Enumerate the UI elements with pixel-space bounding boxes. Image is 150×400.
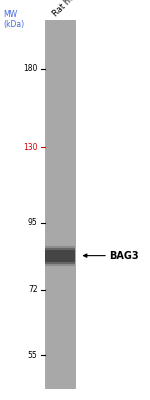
Text: Rat heart: Rat heart bbox=[51, 0, 85, 18]
Text: 95: 95 bbox=[28, 218, 38, 228]
Text: 130: 130 bbox=[23, 143, 38, 152]
Text: BAG3: BAG3 bbox=[110, 251, 139, 261]
Text: MW
(kDa): MW (kDa) bbox=[3, 10, 24, 29]
Text: 180: 180 bbox=[23, 64, 38, 73]
Text: 72: 72 bbox=[28, 286, 38, 294]
Text: 55: 55 bbox=[28, 350, 38, 360]
